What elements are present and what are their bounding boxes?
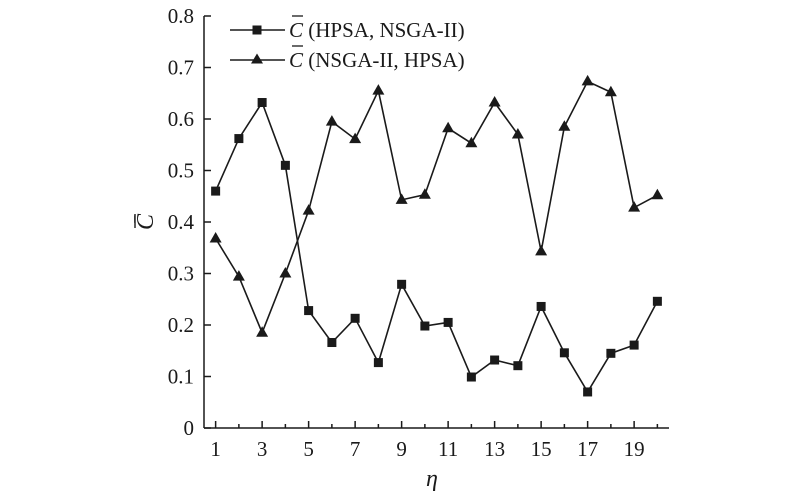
data-point-square [536, 301, 546, 311]
data-point-triangle [279, 267, 292, 278]
y-tick-label: 0.4 [168, 210, 195, 234]
legend-symbol-2: C [289, 48, 304, 72]
y-tick-label: 0.5 [168, 159, 194, 183]
data-point-triangle [372, 84, 385, 95]
data-point-triangle [465, 136, 478, 148]
legend-triangle-marker [251, 53, 263, 64]
data-point-triangle [651, 188, 664, 200]
data-point-square [559, 348, 569, 358]
data-point-triangle [535, 244, 548, 256]
x-tick-label: 3 [257, 437, 268, 461]
y-tick-label: 0.7 [168, 56, 194, 80]
data-point-square [629, 340, 639, 350]
y-tick-label: 0.6 [168, 107, 194, 131]
y-ticks: 0 0.1 0.2 0.3 0.4 0.5 0.6 0.7 0.8 [168, 4, 211, 440]
data-point-square [211, 186, 221, 196]
data-point-triangle [232, 270, 245, 281]
x-tick-label: 19 [624, 437, 645, 461]
data-point-square [466, 372, 476, 382]
series-2 [209, 74, 664, 337]
legend-entry-nsga-hpsa: C (NSGA-II, HPSA) [230, 45, 465, 72]
y-axis-title-text: C̄ [133, 213, 159, 230]
data-point-square [304, 306, 314, 316]
y-tick-label: 0.2 [168, 313, 194, 337]
y-tick-label: 0.8 [168, 4, 194, 28]
data-point-square [280, 160, 290, 170]
x-tick-label: 15 [531, 437, 552, 461]
data-point-triangle [581, 74, 594, 86]
data-point-square [513, 361, 523, 371]
x-tick-label: 1 [210, 437, 221, 461]
x-tick-label: 5 [303, 437, 314, 461]
data-point-triangle [302, 204, 315, 215]
legend-symbol-1: C [289, 18, 304, 42]
legend-text-2: (NSGA-II, HPSA) [303, 48, 465, 72]
data-point-square [420, 321, 430, 331]
legend-text-1: (HPSA, NSGA-II) [303, 18, 465, 42]
data-point-square [490, 355, 500, 365]
data-point-triangle [511, 127, 524, 139]
y-axis-title: C̄ [133, 213, 159, 230]
legend-label-2: C (NSGA-II, HPSA) [289, 48, 465, 72]
data-point-triangle [488, 96, 501, 107]
axes [203, 16, 669, 429]
data-point-triangle [349, 132, 362, 144]
series-line [214, 80, 658, 335]
series-1 [211, 98, 662, 397]
data-point-square [234, 134, 244, 144]
data-point-square [606, 348, 616, 358]
x-ticks: 1 3 5 7 9 11 13 15 17 19 [210, 421, 659, 461]
data-point-square [327, 338, 337, 348]
data-point-square [443, 317, 453, 327]
y-tick-label: 0.1 [168, 365, 194, 389]
data-point-triangle [209, 231, 222, 243]
data-point-triangle [325, 115, 338, 126]
x-tick-label: 7 [350, 437, 361, 461]
legend-square-marker [252, 25, 262, 35]
data-point-triangle [558, 120, 571, 131]
x-tick-label: 11 [438, 437, 458, 461]
legend-entry-hpsa-nsga: C (HPSA, NSGA-II) [230, 15, 465, 42]
x-tick-label: 9 [396, 437, 407, 461]
data-point-square [583, 387, 593, 397]
x-tick-label: 17 [577, 437, 598, 461]
data-point-square [350, 313, 360, 323]
data-point-triangle [628, 201, 641, 212]
data-point-square [257, 98, 267, 108]
legend: C (HPSA, NSGA-II) C (NSGA-II, HPSA) [230, 15, 465, 72]
y-tick-label: 0.3 [168, 262, 194, 286]
data-point-triangle [604, 85, 617, 97]
data-point-triangle [256, 326, 269, 337]
data-point-square [652, 296, 662, 306]
data-point-triangle [442, 121, 455, 133]
legend-label-1: C (HPSA, NSGA-II) [289, 18, 465, 42]
data-point-square [373, 358, 383, 368]
series-layer [209, 74, 664, 397]
x-axis-title: η [426, 466, 438, 492]
data-point-triangle [418, 188, 431, 199]
data-point-triangle [395, 193, 408, 204]
y-tick-label: 0 [184, 416, 195, 440]
data-point-square [397, 279, 407, 289]
series-line [214, 100, 659, 394]
x-tick-label: 13 [484, 437, 505, 461]
